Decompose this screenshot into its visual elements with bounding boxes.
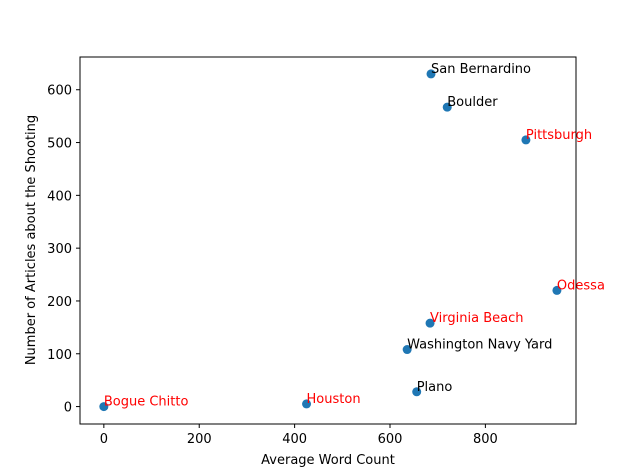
- x-tick-label: 400: [282, 432, 307, 447]
- axis-ticks: 0 200 400 600 800 0 100 200 300 400 500 600: [47, 84, 498, 447]
- data-point: [402, 345, 412, 355]
- x-tick-label: 0: [100, 432, 108, 447]
- y-tick-label: 200: [47, 295, 72, 310]
- y-tick-label: 600: [47, 84, 72, 99]
- y-tick-label: 0: [64, 401, 72, 416]
- y-tick-label: 400: [47, 189, 72, 204]
- data-point: [302, 399, 312, 409]
- y-axis-label: Number of Articles about the Shooting: [24, 115, 39, 365]
- point-label: Washington Navy Yard: [407, 338, 552, 353]
- plot-area: [80, 57, 576, 424]
- point-label: Boulder: [447, 95, 498, 110]
- point-labels: San Bernardino Boulder Pittsburgh Odessa Vir…: [104, 62, 605, 410]
- x-axis-label: Average Word Count: [261, 453, 395, 468]
- point-label: Houston: [307, 392, 361, 407]
- data-point: [412, 387, 422, 397]
- data-point: [99, 402, 109, 412]
- y-tick-label: 300: [47, 242, 72, 257]
- point-label: Bogue Chitto: [104, 395, 189, 410]
- data-point: [426, 69, 436, 79]
- data-points: [99, 69, 562, 412]
- point-label: Virginia Beach: [430, 311, 523, 326]
- point-label: Plano: [417, 380, 453, 395]
- data-point: [442, 102, 452, 112]
- x-tick-label: 800: [473, 432, 498, 447]
- x-tick-label: 200: [187, 432, 212, 447]
- y-tick-label: 100: [47, 348, 72, 363]
- plot-frame: [79, 56, 577, 425]
- point-label: Odessa: [557, 278, 605, 293]
- point-label: San Bernardino: [431, 62, 531, 77]
- point-label: Pittsburgh: [526, 128, 592, 143]
- y-tick-label: 500: [47, 137, 72, 152]
- x-tick-label: 600: [378, 432, 403, 447]
- data-point: [552, 285, 562, 295]
- data-point: [425, 318, 435, 328]
- data-point: [521, 135, 531, 145]
